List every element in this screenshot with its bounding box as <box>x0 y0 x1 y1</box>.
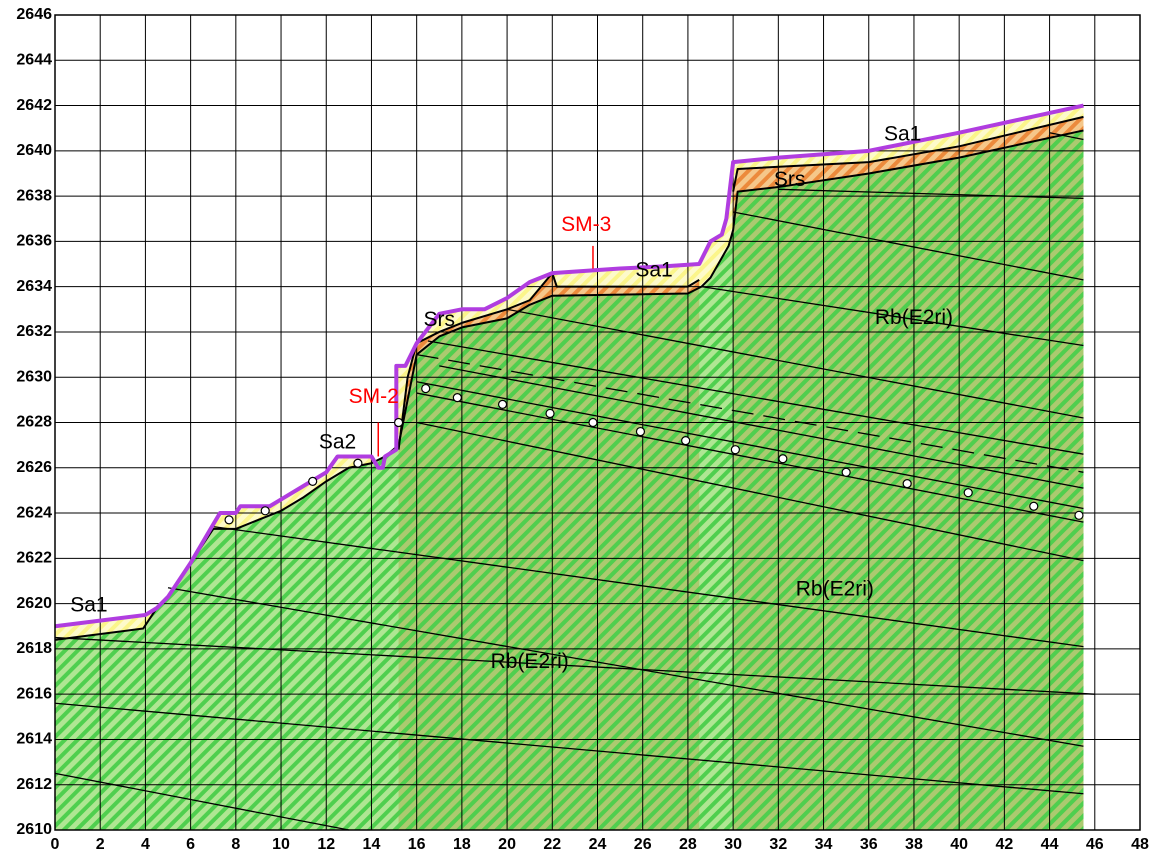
y-tick-label: 2614 <box>16 731 52 748</box>
x-tick-label: 28 <box>679 836 697 853</box>
x-tick-label: 24 <box>589 836 607 853</box>
y-tick-label: 2618 <box>16 640 52 657</box>
y-tick-label: 2634 <box>16 278 52 295</box>
y-tick-label: 2632 <box>16 323 52 340</box>
x-tick-label: 18 <box>453 836 471 853</box>
y-tick-label: 2644 <box>16 51 52 68</box>
y-tick-label: 2640 <box>16 142 52 159</box>
annotation: Srs <box>424 308 456 331</box>
marker <box>546 409 554 417</box>
x-tick-label: 10 <box>272 836 290 853</box>
y-tick-label: 2620 <box>16 595 52 612</box>
y-tick-label: 2646 <box>16 6 52 23</box>
marker <box>1030 502 1038 510</box>
marker <box>842 468 850 476</box>
chart: 0246810121416182022242628303234363840424… <box>0 0 1157 859</box>
marker <box>682 437 690 445</box>
x-tick-label: 2 <box>96 836 105 853</box>
x-tick-label: 30 <box>724 836 742 853</box>
annotation: Sa1 <box>884 123 921 146</box>
x-tick-label: 26 <box>634 836 652 853</box>
marker <box>1075 511 1083 519</box>
x-tick-label: 34 <box>815 836 833 853</box>
x-tick-label: 16 <box>408 836 426 853</box>
y-tick-label: 2612 <box>16 776 52 793</box>
marker <box>453 394 461 402</box>
x-tick-label: 44 <box>1041 836 1059 853</box>
x-tick-label: 4 <box>141 836 150 853</box>
y-tick-label: 2626 <box>16 459 52 476</box>
annotation: SM-3 <box>561 213 611 236</box>
annotation: Sa1 <box>70 593 107 616</box>
y-tick-label: 2628 <box>16 414 52 431</box>
x-tick-label: 22 <box>543 836 561 853</box>
y-tick-label: 2624 <box>16 504 52 521</box>
marker <box>225 516 233 524</box>
marker <box>636 428 644 436</box>
x-tick-label: 38 <box>905 836 923 853</box>
x-tick-label: 40 <box>950 836 968 853</box>
marker <box>731 446 739 454</box>
marker <box>309 477 317 485</box>
marker <box>261 507 269 515</box>
x-tick-label: 0 <box>51 836 60 853</box>
x-tick-label: 46 <box>1086 836 1104 853</box>
marker <box>964 489 972 497</box>
x-tick-label: 36 <box>860 836 878 853</box>
marker <box>903 480 911 488</box>
x-tick-label: 6 <box>186 836 195 853</box>
x-tick-label: 32 <box>769 836 787 853</box>
x-tick-label: 20 <box>498 836 516 853</box>
x-tick-label: 42 <box>995 836 1013 853</box>
y-tick-label: 2610 <box>16 821 52 838</box>
x-tick-label: 48 <box>1131 836 1149 853</box>
marker <box>589 419 597 427</box>
y-tick-label: 2642 <box>16 97 52 114</box>
y-tick-label: 2616 <box>16 685 52 702</box>
marker <box>499 400 507 408</box>
marker <box>779 455 787 463</box>
x-tick-label: 14 <box>363 836 381 853</box>
annotation: SM-2 <box>349 385 399 408</box>
y-tick-label: 2638 <box>16 187 52 204</box>
marker <box>395 419 403 427</box>
x-tick-label: 8 <box>231 836 240 853</box>
y-tick-label: 2622 <box>16 550 52 567</box>
marker <box>422 385 430 393</box>
y-tick-label: 2630 <box>16 368 52 385</box>
marker <box>354 459 362 467</box>
annotation: Rb(E2ri) <box>491 650 569 673</box>
annotation: Rb(E2ri) <box>796 578 874 601</box>
annotation: Sa1 <box>635 258 672 281</box>
annotation: Srs <box>774 168 806 191</box>
annotation: Sa2 <box>319 430 356 453</box>
annotation: Rb(E2ri) <box>875 306 953 329</box>
y-tick-label: 2636 <box>16 233 52 250</box>
x-tick-label: 12 <box>317 836 335 853</box>
